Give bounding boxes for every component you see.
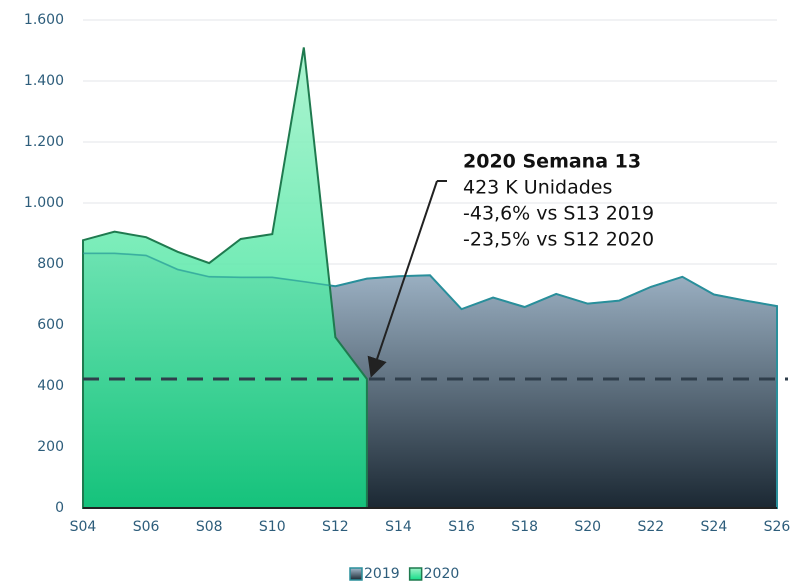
y-tick-label: 200	[37, 439, 64, 455]
x-tick-label: S12	[322, 519, 349, 535]
legend-label: 2019	[364, 566, 400, 581]
x-tick-label: S16	[448, 519, 475, 535]
x-tick-label: S14	[385, 519, 412, 535]
y-tick-label: 400	[37, 378, 64, 394]
x-tick-label: S18	[511, 519, 538, 535]
annotation-title: 2020 Semana 13	[463, 151, 641, 173]
y-tick-label: 600	[37, 317, 64, 333]
x-tick-label: S26	[764, 519, 791, 535]
x-tick-label: S08	[196, 519, 223, 535]
y-tick-label: 0	[55, 500, 64, 516]
legend-swatch	[349, 567, 363, 581]
y-tick-label: 1.000	[24, 195, 64, 211]
x-tick-label: S10	[259, 519, 286, 535]
y-tick-label: 800	[37, 256, 64, 272]
y-tick-label: 1.600	[24, 12, 64, 28]
x-tick-label: S04	[70, 519, 97, 535]
x-tick-label: S20	[574, 519, 601, 535]
legend-swatch	[408, 567, 423, 581]
y-tick-label: 1.200	[24, 134, 64, 150]
annotation-arrow	[372, 180, 447, 374]
x-tick-label: S22	[637, 519, 664, 535]
legend-label: 2020	[424, 566, 460, 581]
y-tick-label: 1.400	[24, 73, 64, 89]
x-tick-label: S24	[701, 519, 728, 535]
annotation-line: -23,5% vs S12 2020	[463, 229, 654, 251]
line	[83, 252, 778, 311]
annotation-line: -43,6% vs S13 2019	[463, 203, 654, 225]
annotation-line: 423 K Unidades	[463, 177, 612, 199]
x-tick-label: S06	[133, 519, 160, 535]
